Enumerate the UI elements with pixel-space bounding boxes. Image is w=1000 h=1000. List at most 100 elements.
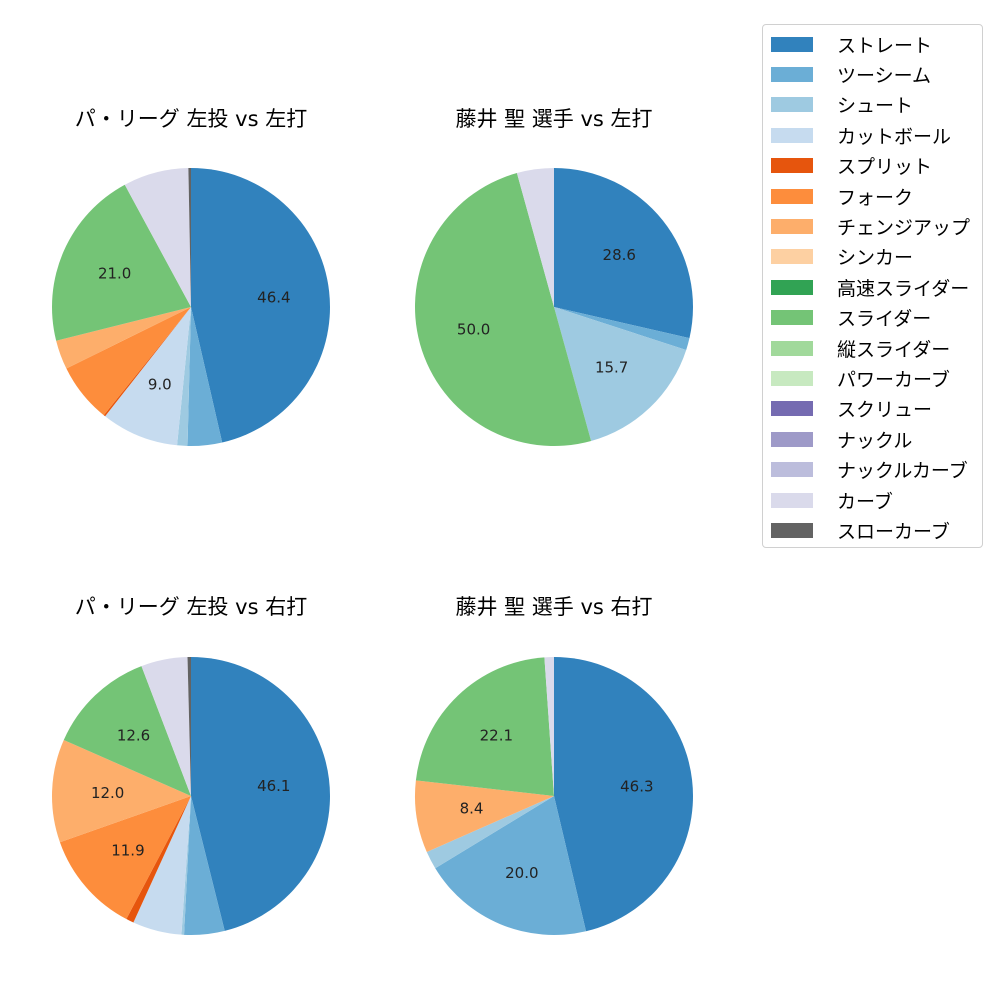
pie-chart-fujii-vs-left: 28.6 15.7 50.0 bbox=[414, 168, 693, 446]
pie-slice bbox=[52, 739, 192, 843]
pie-slice bbox=[191, 657, 331, 931]
legend-label: ナックル bbox=[837, 429, 913, 452]
legend: ストレートツーシームシュートカットボール スプリットフォークチェンジアップ シンカー… bbox=[762, 24, 983, 548]
pie-chart-pa-league-vs-right: 46.1 11.9 12.0 12.6 bbox=[52, 657, 331, 935]
legend-label: スプリット bbox=[837, 156, 933, 179]
legend-swatch bbox=[771, 310, 813, 326]
pie-slice bbox=[544, 657, 554, 796]
pie-chart-fujii-vs-right: 46.3 20.0 8.4 22.1 bbox=[415, 657, 694, 935]
legend-swatch bbox=[771, 431, 813, 447]
legend-label: シンカー bbox=[837, 247, 914, 270]
slice-percent-label: 46.3 bbox=[620, 777, 653, 795]
pie-slice bbox=[56, 307, 191, 369]
legend-swatch bbox=[771, 401, 813, 417]
chart-title-4: 藤井 聖 選手 vs 右打 bbox=[455, 595, 653, 619]
pie-slice bbox=[181, 796, 191, 935]
legend-label: チェンジアップ bbox=[837, 216, 971, 239]
slice-percent-label: 8.4 bbox=[460, 800, 484, 818]
legend-item: スクリュー bbox=[771, 397, 932, 421]
slice-percent-label: 22.1 bbox=[480, 727, 513, 745]
legend-label: カットボール bbox=[837, 125, 952, 148]
pie-slice bbox=[187, 657, 191, 796]
chart-title-1: パ・リーグ 左投 vs 左打 bbox=[74, 107, 308, 131]
legend-swatch bbox=[771, 66, 813, 82]
legend-swatch bbox=[771, 522, 813, 538]
legend-item: 高速スライダー bbox=[771, 275, 970, 300]
legend-swatch bbox=[771, 249, 813, 265]
pie-slice bbox=[554, 307, 687, 441]
pie-slice bbox=[59, 796, 191, 920]
slice-percent-label: 9.0 bbox=[148, 375, 172, 393]
legend-label: パワーカーブ bbox=[837, 368, 950, 391]
legend-swatch bbox=[771, 340, 813, 356]
pie-slice bbox=[187, 307, 223, 446]
slice-percent-label: 46.4 bbox=[257, 289, 290, 307]
pie-slice bbox=[177, 307, 191, 446]
pie-slice bbox=[141, 657, 191, 796]
legend-label: ツーシーム bbox=[837, 64, 932, 87]
legend-swatch bbox=[771, 188, 813, 204]
slice-percent-label: 50.0 bbox=[457, 320, 490, 338]
legend-item: パワーカーブ bbox=[771, 366, 950, 391]
legend-item: フォーク bbox=[771, 184, 914, 209]
legend-item: スライダー bbox=[771, 306, 931, 330]
legend-swatch bbox=[771, 462, 813, 478]
legend-label: ストレート bbox=[837, 34, 933, 57]
legend-item: シュート bbox=[771, 93, 913, 117]
pie-slice bbox=[554, 307, 690, 350]
chart-title-2: 藤井 聖 選手 vs 左打 bbox=[455, 107, 653, 131]
legend-item: ツーシーム bbox=[771, 62, 932, 87]
pie-slice bbox=[554, 657, 694, 932]
slice-percent-label: 21.0 bbox=[98, 264, 131, 282]
slice-percent-label: 20.0 bbox=[505, 864, 538, 882]
pie-slice bbox=[516, 168, 554, 307]
legend-label: カーブ bbox=[837, 490, 893, 513]
legend-item: ナックル bbox=[771, 427, 913, 452]
legend-label: スライダー bbox=[837, 308, 932, 331]
pie-slice bbox=[105, 307, 191, 446]
legend-swatch bbox=[771, 218, 813, 234]
pie-slice bbox=[415, 780, 554, 853]
legend-item: 縦スライダー bbox=[771, 336, 951, 361]
legend-item: カットボール bbox=[771, 123, 952, 148]
legend-label: 縦スライダー bbox=[837, 338, 951, 361]
legend-label: スローカーブ bbox=[837, 520, 950, 543]
pie-slice bbox=[188, 168, 191, 307]
slice-percent-label: 28.6 bbox=[603, 246, 636, 264]
pie-slice bbox=[52, 184, 192, 341]
pie-slice bbox=[184, 796, 225, 935]
pie-slice bbox=[414, 173, 592, 446]
legend-item: ナックルカーブ bbox=[771, 458, 968, 482]
legend-swatch bbox=[771, 492, 813, 508]
slice-percent-label: 12.6 bbox=[117, 727, 150, 745]
slice-percent-label: 15.7 bbox=[595, 358, 628, 376]
pie-slice bbox=[426, 796, 554, 869]
legend-item: スローカーブ bbox=[771, 518, 950, 543]
legend-item: ストレート bbox=[771, 32, 933, 57]
legend-item: スプリット bbox=[771, 154, 932, 178]
legend-label: ナックルカーブ bbox=[837, 460, 968, 483]
pie-slice bbox=[126, 796, 191, 923]
pie-slice bbox=[66, 307, 191, 416]
pie-slice bbox=[133, 796, 191, 935]
chart-title-3: パ・リーグ 左投 vs 右打 bbox=[74, 595, 308, 619]
legend-swatch bbox=[771, 158, 813, 174]
pie-slice bbox=[435, 796, 587, 935]
legend-swatch bbox=[771, 97, 813, 113]
legend-item: チェンジアップ bbox=[771, 214, 971, 239]
legend-label: シュート bbox=[837, 95, 914, 118]
legend-item: シンカー bbox=[771, 245, 913, 269]
legend-swatch bbox=[771, 36, 813, 52]
pie-slice bbox=[191, 168, 331, 443]
legend-swatch bbox=[771, 370, 813, 386]
legend-label: フォーク bbox=[837, 186, 914, 209]
slice-percent-label: 46.1 bbox=[257, 777, 290, 795]
pie-slice bbox=[554, 168, 693, 339]
pie-slice bbox=[124, 168, 191, 307]
pie-chart-pa-league-vs-left: 46.4 9.0 21.0 bbox=[52, 168, 331, 446]
pie-slice bbox=[63, 666, 191, 796]
slice-percent-label: 11.9 bbox=[111, 842, 144, 860]
legend-label: 高速スライダー bbox=[837, 277, 970, 300]
legend-swatch bbox=[771, 279, 813, 295]
